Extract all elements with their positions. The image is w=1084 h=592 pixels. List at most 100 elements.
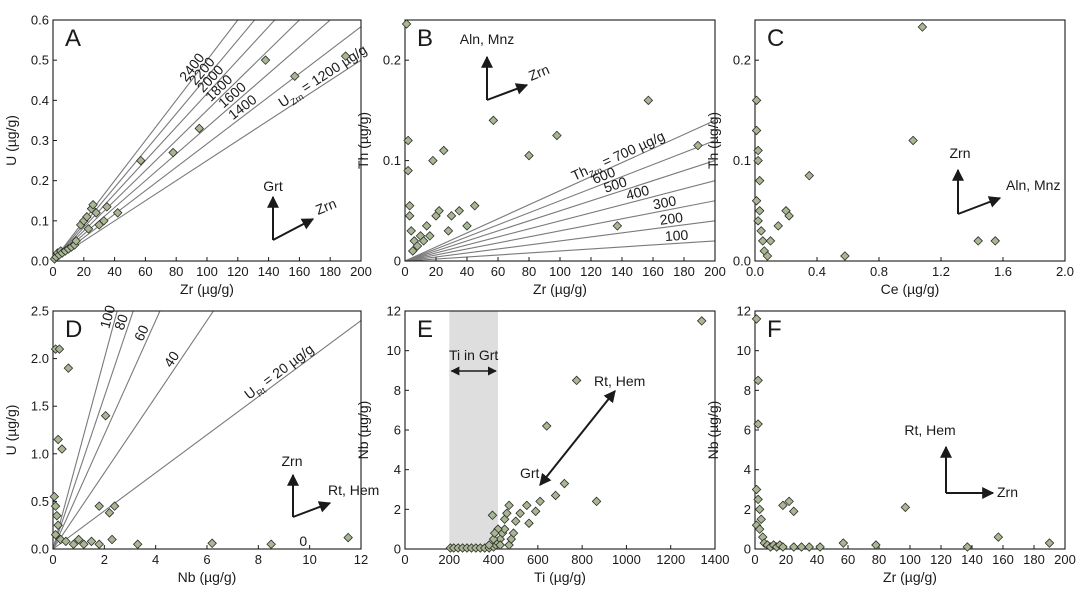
y-tick-label: 10	[387, 343, 401, 358]
ti-in-grt-band	[449, 311, 498, 549]
data-point	[443, 226, 454, 236]
data-point	[53, 520, 63, 530]
vector-arrow	[539, 390, 616, 486]
x-axis-label: Nb (µg/g)	[178, 569, 237, 585]
x-tick-label: 0	[401, 552, 408, 567]
plot-frame	[754, 19, 1066, 262]
data-point	[524, 150, 534, 161]
data-point	[778, 500, 788, 511]
x-tick-label: 140	[258, 264, 280, 279]
data-point	[52, 510, 62, 521]
y-tick-label: 4	[744, 462, 751, 477]
x-axis-label: Zr (µg/g)	[180, 281, 234, 297]
y-tick-label: 12	[387, 304, 401, 319]
vector-arrow	[292, 501, 332, 518]
data-point	[63, 363, 74, 373]
panel-letter: A	[65, 25, 81, 52]
y-tick-label: 1.0	[31, 446, 49, 461]
x-tick-label: 0	[401, 264, 408, 279]
data-point	[612, 221, 623, 231]
reference-line	[405, 200, 715, 261]
vector-label: Rt, Hem	[594, 373, 645, 389]
x-tick-label: 0	[49, 264, 56, 279]
data-point	[751, 314, 762, 324]
x-tick-label: 120	[227, 264, 249, 279]
data-point	[403, 165, 413, 176]
data-point	[753, 145, 763, 156]
data-point	[100, 410, 111, 421]
data-point	[754, 175, 765, 186]
data-point	[504, 500, 514, 511]
y-tick-label: 0.5	[31, 53, 49, 68]
y-tick-label: 2.0	[31, 351, 49, 366]
panel-a: UZrn = 1200 µg/g140016001800200022002400…	[3, 13, 372, 298]
reference-line	[405, 119, 715, 261]
data-point	[751, 95, 762, 106]
data-point	[53, 434, 63, 445]
x-tick-label: 0.0	[746, 264, 764, 279]
x-tick-label: 60	[138, 264, 152, 279]
reference-line	[405, 240, 715, 261]
data-point	[469, 201, 480, 211]
x-tick-label: 20	[429, 264, 443, 279]
data-point	[788, 542, 799, 552]
data-point	[784, 211, 794, 221]
data-point	[510, 516, 521, 526]
data-point	[753, 494, 763, 505]
x-tick-label: 100	[899, 552, 921, 567]
reference-line	[53, 20, 332, 261]
panel-e: Ti in Grt 0 200 400 600 800 1000 1200 1400 0 2 4 6 8 1…	[355, 304, 729, 586]
reference-line-label: 100	[97, 303, 119, 330]
vector-label: Zrn	[950, 145, 971, 161]
reference-line	[53, 311, 161, 549]
data-point	[194, 123, 205, 134]
data-point	[401, 19, 412, 29]
reference-line-label: 0	[299, 533, 307, 549]
reference-line-label: 300	[651, 192, 677, 212]
reference-line	[405, 180, 715, 261]
x-tick-label: 120	[930, 552, 952, 567]
reference-line-label: 80	[111, 312, 131, 332]
data-point	[94, 539, 104, 550]
data-point	[571, 375, 582, 386]
data-point	[454, 206, 465, 216]
data-point	[502, 508, 512, 519]
reference-line-label: 100	[664, 227, 689, 244]
x-tick-label: 12	[354, 552, 368, 567]
y-axis-label: Nb (µg/g)	[705, 401, 721, 460]
data-point	[754, 524, 765, 534]
data-point	[559, 478, 570, 489]
reference-line-label: URt = 20 µg/g	[241, 341, 318, 405]
data-point	[693, 140, 703, 151]
data-point	[57, 444, 67, 454]
data-point	[815, 542, 825, 552]
data-point	[462, 221, 472, 231]
vector-arrow	[957, 196, 1002, 215]
x-tick-label: 100	[549, 264, 571, 279]
data-point	[524, 518, 534, 528]
reference-line-label: 40	[160, 348, 182, 370]
y-tick-label: 0.0	[31, 254, 49, 269]
data-point	[515, 508, 525, 519]
reference-line	[53, 311, 215, 549]
data-point	[753, 419, 763, 429]
data-point	[54, 344, 65, 354]
y-tick-label: 0.2	[733, 53, 751, 68]
x-tick-label: 0	[49, 552, 56, 567]
data-point	[88, 200, 98, 210]
x-tick-label: 0.4	[808, 264, 826, 279]
y-tick-label: 2	[394, 502, 401, 517]
data-point	[754, 504, 765, 515]
data-point	[499, 524, 510, 534]
reference-line	[53, 311, 134, 549]
x-tick-label: 180	[319, 264, 341, 279]
data-point	[765, 236, 776, 246]
y-tick-label: 0	[394, 542, 401, 557]
vector-label: Aln, Mnz	[1006, 177, 1060, 193]
y-tick-label: 6	[394, 423, 401, 438]
x-tick-label: 180	[1023, 552, 1045, 567]
data-point	[552, 130, 562, 141]
data-point	[104, 508, 115, 518]
data-point	[112, 208, 123, 218]
y-tick-label: 0.0	[733, 254, 751, 269]
